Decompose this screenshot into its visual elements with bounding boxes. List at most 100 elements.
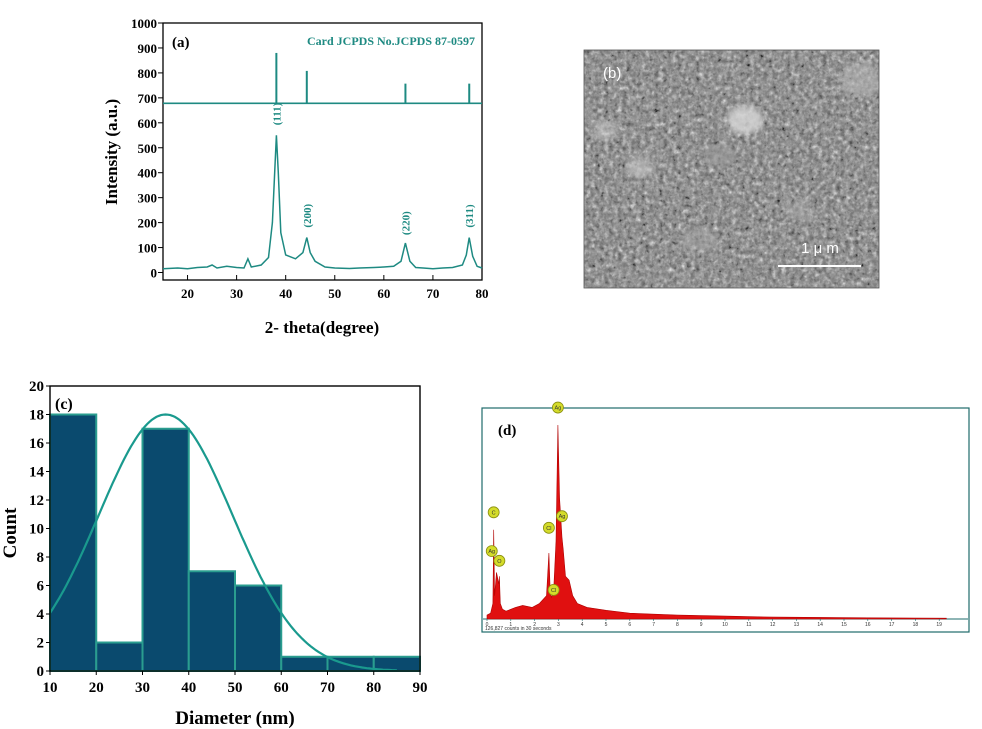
panel-c-y-tick-label: 16 — [29, 436, 45, 452]
panel-b-label: (b) — [603, 65, 621, 82]
panel-d-x-tick-label: 18 — [913, 622, 919, 628]
panel-c-bars — [49, 413, 421, 672]
element-marker-badge — [547, 584, 560, 596]
panel-a-x-tick-label: 40 — [279, 286, 292, 301]
panel-d-x-tick-label: 2 — [533, 622, 536, 628]
panel-d-element-marker: Ag — [556, 510, 568, 523]
panel-d-x-tick-label: 19 — [936, 622, 942, 628]
panel-a-axes: 20 30 40 50 60 70 8001002003004005006007008009… — [131, 16, 489, 301]
panel-c-y-tick-label: 2 — [37, 636, 45, 652]
panel-c-x-tick-label: 70 — [320, 680, 335, 696]
element-marker-badge — [485, 545, 498, 557]
panel-a-peak-annotation: (200) — [302, 203, 314, 227]
panel-a-peak-annotation: (111) — [271, 102, 283, 125]
sem-scale-bar-label: 1 μ m — [801, 240, 839, 257]
panel-a-y-axis-title: Intensity (a.u.) — [102, 99, 121, 205]
panel-d-x-tick-label: 0 — [486, 622, 489, 628]
panel-a-frame — [162, 22, 483, 281]
panel-d-element-marker: Ag — [485, 545, 498, 557]
panel-a-reference-peaks — [275, 52, 471, 104]
panel-c-y-tick-label: 12 — [29, 493, 44, 509]
panel-c-x-tick-label: 20 — [89, 680, 104, 696]
element-marker-label: Ag — [488, 549, 495, 555]
panel-a-label: (a) — [172, 35, 190, 51]
element-marker-label: Cl — [546, 526, 551, 532]
panel-c-gaussian-fit-curve — [49, 413, 397, 672]
panel-a-y-tick-label: 600 — [138, 116, 158, 131]
sem-particle-clusters — [593, 62, 879, 252]
panel-a-x-axis-title: 2- theta(degree) — [265, 318, 379, 337]
panel-c-bar — [95, 641, 144, 672]
element-marker-badge — [542, 521, 555, 534]
panel-c-y-tick-label: 0 — [37, 664, 45, 680]
panel-a-peak-annotations: (111) (200) (220) (311) — [271, 102, 476, 235]
panel-c-x-tick-label: 30 — [135, 680, 150, 696]
panel-d-tick-labels: 0 1 2 3 4 5 6 7 8 9 10 11 12 13 14 15 16 17 18 19 — [486, 619, 942, 628]
panel-c-x-tick-label: 50 — [228, 680, 243, 696]
panel-d-footer-text: 126,827 counts in 30 seconds — [485, 626, 552, 632]
panel-a-x-tick-label: 80 — [476, 286, 489, 301]
panel-c-y-tick-label: 18 — [29, 408, 44, 424]
panel-d-x-tick-label: 12 — [770, 622, 776, 628]
sem-border — [583, 49, 880, 289]
panel-d-label: (d) — [498, 423, 516, 439]
panel-d-element-marker: Ag — [552, 401, 564, 414]
element-marker-label: Ag — [555, 406, 562, 412]
panel-d-x-tick-label: 3 — [557, 622, 560, 628]
panel-c-y-axis-title: Count — [0, 507, 21, 558]
panel-c-y-tick-label: 6 — [37, 579, 45, 595]
panel-a-reference-card-label: Card JCPDS No.JCPDS 87-0597 — [307, 34, 475, 48]
panel-a-x-tick-label: 60 — [377, 286, 390, 301]
panel-c-x-tick-label: 60 — [274, 680, 289, 696]
panel-d-x-tick-label: 15 — [841, 622, 847, 628]
panel-a-y-tick-label: 900 — [138, 41, 158, 56]
panel-c-axes: 10 20 30 40 50 60 70 80 90 0 2 4 6 8 10 12 14 16 18 20 — [29, 379, 428, 696]
element-marker-badge — [487, 506, 500, 519]
panel-c-x-tick-label: 10 — [43, 680, 58, 696]
panel-a-y-tick-label: 200 — [138, 216, 158, 231]
element-marker-label: Ag — [559, 514, 566, 520]
panel-d-x-tick-label: 10 — [722, 622, 728, 628]
element-marker-badge — [493, 554, 506, 567]
panel-d-x-tick-label: 7 — [652, 622, 655, 628]
panel-d-x-tick-label: 6 — [628, 622, 631, 628]
panel-a-y-tick-label: 100 — [138, 241, 158, 256]
panel-c-y-tick-label: 8 — [37, 550, 45, 566]
element-marker-label: Cl — [551, 588, 556, 594]
panel-d-x-tick-label: 5 — [605, 622, 608, 628]
panel-a-peak-annotation: (311) — [464, 204, 476, 228]
panel-a-xrd-chart: 20 30 40 50 60 70 8001002003004005006007008009… — [102, 16, 489, 337]
panel-c-y-tick-label: 14 — [29, 465, 45, 481]
panel-a-x-tick-label: 50 — [328, 286, 341, 301]
element-marker-badge — [552, 401, 564, 414]
panel-c-x-axis-title: Diameter (nm) — [175, 708, 294, 729]
panel-c-bar — [280, 655, 329, 672]
panel-d-x-tick-label: 14 — [817, 622, 823, 628]
panel-d-x-tick-label: 4 — [581, 622, 584, 628]
panel-c-x-tick-label: 90 — [413, 680, 428, 696]
panel-c-x-tick-label: 80 — [366, 680, 381, 696]
panel-d-element-marker: C — [487, 506, 500, 519]
panel-a-y-tick-label: 1000 — [131, 16, 157, 31]
panel-c-bar — [187, 570, 236, 672]
panel-d-x-tick-label: 8 — [676, 622, 679, 628]
panel-a-x-tick-label: 30 — [230, 286, 243, 301]
panel-c-bar — [141, 427, 190, 672]
panel-d-eds-chart: 0 1 2 3 4 5 6 7 8 9 10 11 12 13 14 15 16 17 18 19 CAgOClClA… — [481, 401, 970, 633]
panel-a-x-tick-label: 20 — [181, 286, 194, 301]
panel-c-y-tick-label: 10 — [29, 522, 44, 538]
panel-d-x-tick-label: 1 — [509, 622, 512, 628]
panel-a-y-tick-label: 800 — [138, 66, 158, 81]
panel-d-x-tick-label: 9 — [700, 622, 703, 628]
panel-d-x-tick-label: 13 — [794, 622, 800, 628]
panel-c-y-tick-label: 4 — [37, 607, 45, 623]
panel-b-sem-image: (b) 1 μ m — [583, 49, 880, 289]
panel-a-y-tick-label: 500 — [138, 141, 158, 156]
panel-a-y-tick-label: 300 — [138, 191, 158, 206]
panel-c-bar — [234, 584, 283, 672]
panel-a-y-tick-label: 700 — [138, 91, 158, 106]
panel-c-label: (c) — [55, 396, 73, 413]
